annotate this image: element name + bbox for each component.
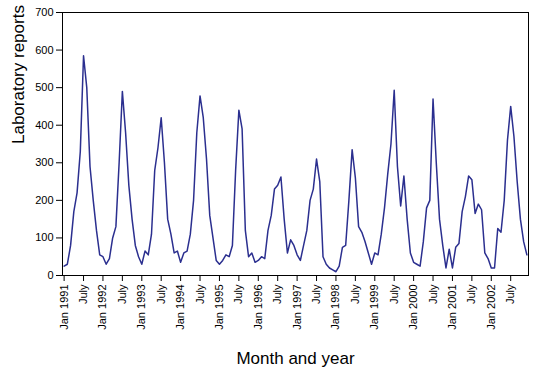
svg-text:Month and year: Month and year: [236, 349, 354, 368]
svg-text:July: July: [388, 284, 400, 304]
svg-text:Jan 1998: Jan 1998: [329, 285, 341, 330]
svg-text:July: July: [427, 284, 439, 304]
svg-text:400: 400: [35, 119, 53, 131]
svg-text:July: July: [271, 284, 283, 304]
svg-text:Jan 1999: Jan 1999: [368, 285, 380, 330]
svg-text:July: July: [310, 284, 322, 304]
svg-text:Jan 1993: Jan 1993: [135, 285, 147, 330]
svg-text:Jan 2001: Jan 2001: [446, 285, 458, 330]
svg-text:Jan 1992: Jan 1992: [96, 285, 108, 330]
svg-text:July: July: [504, 284, 516, 304]
svg-text:300: 300: [35, 156, 53, 168]
svg-text:Jan 1994: Jan 1994: [174, 285, 186, 330]
svg-text:Jan 1997: Jan 1997: [291, 285, 303, 330]
svg-text:Jan 2002: Jan 2002: [485, 285, 497, 330]
svg-text:Jan 1995: Jan 1995: [213, 285, 225, 330]
svg-text:July: July: [349, 284, 361, 304]
svg-text:Laboratory reports: Laboratory reports: [9, 5, 28, 144]
svg-text:July: July: [116, 284, 128, 304]
svg-text:700: 700: [35, 6, 53, 18]
svg-text:July: July: [194, 284, 206, 304]
svg-text:Jan 1996: Jan 1996: [252, 285, 264, 330]
svg-text:600: 600: [35, 44, 53, 56]
svg-text:200: 200: [35, 194, 53, 206]
svg-text:July: July: [465, 284, 477, 304]
svg-text:500: 500: [35, 81, 53, 93]
svg-text:July: July: [155, 284, 167, 304]
svg-text:0: 0: [47, 269, 53, 281]
svg-text:Jan 1991: Jan 1991: [58, 285, 70, 330]
svg-text:July: July: [232, 284, 244, 304]
svg-text:July: July: [77, 284, 89, 304]
svg-text:Jan 2000: Jan 2000: [407, 285, 419, 330]
svg-text:100: 100: [35, 231, 53, 243]
